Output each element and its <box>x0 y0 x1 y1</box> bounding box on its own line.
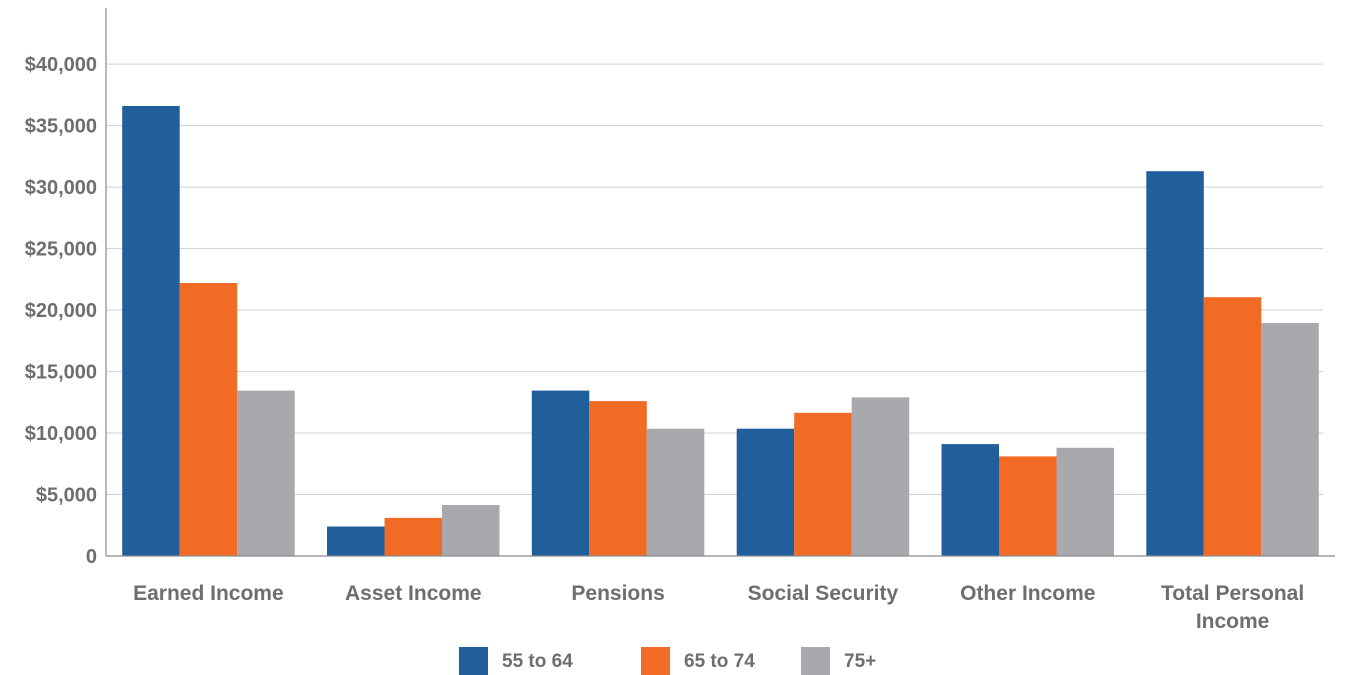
bars <box>122 106 1319 556</box>
bar <box>1056 447 1114 556</box>
x-category-label: Other Income <box>960 582 1095 605</box>
x-category-label: Total Personal <box>1161 582 1304 605</box>
legend-swatch <box>801 647 830 675</box>
bar <box>794 412 852 556</box>
y-tick-label: $35,000 <box>25 116 97 138</box>
legend: 55 to 64 65 to 74 75+ <box>459 647 876 675</box>
bar <box>122 106 180 556</box>
category-labels: Earned Income Asset Income Pensions Social … <box>133 582 1304 633</box>
bar <box>736 428 795 556</box>
legend-label: 55 to 64 <box>502 651 573 672</box>
y-tick-labels: 0 $5,000 $10,000 $15,000 $20,000 $25,000 $30,0… <box>25 54 97 568</box>
bar <box>1146 171 1204 556</box>
bar <box>384 517 442 556</box>
bar <box>589 401 647 556</box>
x-category-label: Social Security <box>748 582 899 605</box>
bar <box>999 456 1057 556</box>
bar <box>442 505 500 556</box>
y-tick-label: $40,000 <box>25 54 97 76</box>
bar <box>941 444 999 556</box>
y-tick-label: $20,000 <box>25 300 97 322</box>
gridlines <box>106 63 1323 496</box>
bar <box>1203 297 1262 556</box>
legend-label: 65 to 74 <box>684 651 755 672</box>
legend-label: 75+ <box>844 651 876 672</box>
y-tick-label: $30,000 <box>25 177 97 199</box>
x-category-label: Pensions <box>571 582 664 605</box>
legend-swatch <box>641 647 670 675</box>
y-tick-label: $25,000 <box>25 239 97 261</box>
legend-swatch <box>459 647 488 675</box>
bar <box>531 390 590 556</box>
y-tick-label: $5,000 <box>36 485 97 507</box>
bar <box>327 526 385 556</box>
bar <box>1261 323 1319 556</box>
x-category-label: Asset Income <box>345 582 482 605</box>
y-tick-label: 0 <box>86 546 97 568</box>
y-tick-label: $15,000 <box>25 362 97 384</box>
bar <box>646 428 705 556</box>
axes <box>105 8 1335 557</box>
x-category-label: Income <box>1196 610 1270 633</box>
bar <box>179 283 238 556</box>
bar <box>851 397 910 556</box>
bar <box>237 390 295 556</box>
x-category-label: Earned Income <box>133 582 284 605</box>
y-tick-label: $10,000 <box>25 423 97 445</box>
